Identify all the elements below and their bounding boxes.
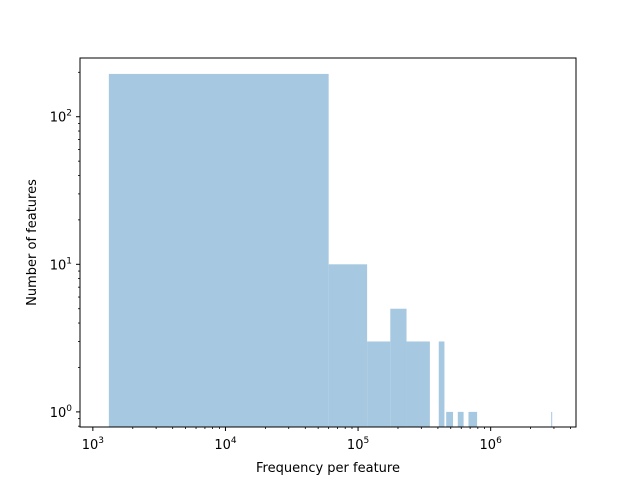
histogram-bar-4 [390, 308, 407, 427]
x-tick-label: 104 [214, 436, 237, 453]
histogram-bar-8 [457, 411, 464, 427]
x-tick-label: 106 [480, 436, 503, 453]
y-axis-ticks: 100 101 102 [50, 71, 80, 427]
histogram-bar-5 [406, 341, 430, 427]
plot-frame [79, 57, 577, 428]
histogram-bar-10 [551, 411, 553, 427]
histogram-bar-6 [438, 341, 445, 427]
histogram-bar-9 [468, 411, 478, 427]
x-axis-ticks: 103 104 105 106 [82, 427, 571, 453]
histogram-bar-1 [108, 73, 329, 428]
y-tick-label: 100 [50, 404, 73, 421]
x-axis-label: Frequency per feature [256, 461, 400, 476]
x-tick-label: 103 [82, 436, 104, 453]
y-tick-label: 102 [50, 109, 72, 126]
histogram-bar-3 [367, 341, 391, 427]
histogram-bars [108, 73, 553, 428]
histogram-bar-2 [328, 264, 368, 427]
y-axis-label: Number of features [25, 179, 40, 306]
x-tick-label: 105 [347, 436, 369, 453]
histogram-bar-7 [446, 411, 454, 427]
y-tick-label: 101 [50, 256, 72, 273]
